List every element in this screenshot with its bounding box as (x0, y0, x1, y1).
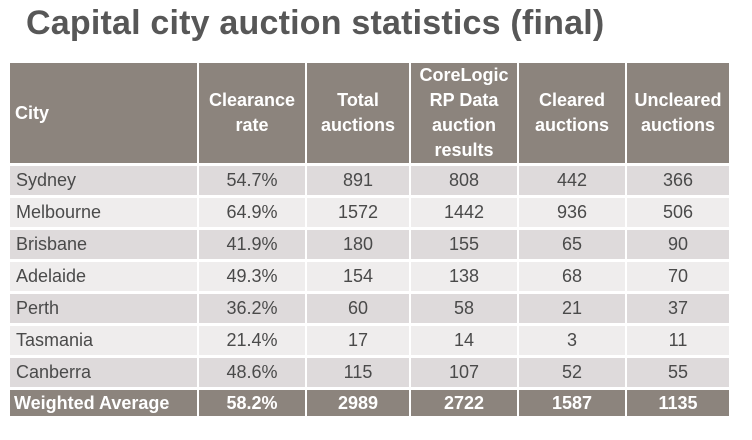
cell-auction-results: 14 (411, 326, 517, 355)
cell-total-auctions: 60 (307, 294, 409, 323)
cell-city: Tasmania (10, 326, 197, 355)
cell-clearance-rate: 21.4% (199, 326, 305, 355)
weighted-average-row: Weighted Average 58.2% 2989 2722 1587 11… (10, 390, 729, 416)
cell-total-auctions: 891 (307, 166, 409, 195)
table-row: Sydney 54.7% 891 808 442 366 (10, 166, 729, 195)
cell-auction-results: 1442 (411, 198, 517, 227)
cell-total-auctions: 154 (307, 262, 409, 291)
cell-auction-results: 107 (411, 358, 517, 387)
table-row: Perth 36.2% 60 58 21 37 (10, 294, 729, 323)
cell-clearance-rate: 64.9% (199, 198, 305, 227)
table-row: Melbourne 64.9% 1572 1442 936 506 (10, 198, 729, 227)
cell-cleared: 68 (519, 262, 625, 291)
cell-uncleared: 55 (627, 358, 729, 387)
cell-total-auctions: 17 (307, 326, 409, 355)
cell-uncleared: 1135 (627, 390, 729, 416)
table-row: Brisbane 41.9% 180 155 65 90 (10, 230, 729, 259)
cell-cleared: 1587 (519, 390, 625, 416)
cell-auction-results: 808 (411, 166, 517, 195)
cell-city: Weighted Average (10, 390, 197, 416)
cell-city: Canberra (10, 358, 197, 387)
header-clearance-rate: Clearance rate (199, 63, 305, 163)
header-cleared-auctions: Cleared auctions (519, 63, 625, 163)
cell-cleared: 3 (519, 326, 625, 355)
cell-cleared: 52 (519, 358, 625, 387)
cell-auction-results: 58 (411, 294, 517, 323)
cell-auction-results: 138 (411, 262, 517, 291)
cell-cleared: 936 (519, 198, 625, 227)
cell-clearance-rate: 48.6% (199, 358, 305, 387)
table-row: Adelaide 49.3% 154 138 68 70 (10, 262, 729, 291)
table-row: Canberra 48.6% 115 107 52 55 (10, 358, 729, 387)
cell-total-auctions: 1572 (307, 198, 409, 227)
header-total-auctions: Total auctions (307, 63, 409, 163)
auction-stats-table: City Clearance rate Total auctions CoreL… (8, 60, 731, 419)
cell-city: Brisbane (10, 230, 197, 259)
cell-uncleared: 366 (627, 166, 729, 195)
cell-auction-results: 155 (411, 230, 517, 259)
cell-city: Sydney (10, 166, 197, 195)
cell-city: Adelaide (10, 262, 197, 291)
cell-city: Melbourne (10, 198, 197, 227)
cell-clearance-rate: 58.2% (199, 390, 305, 416)
cell-cleared: 442 (519, 166, 625, 195)
cell-cleared: 65 (519, 230, 625, 259)
cell-clearance-rate: 49.3% (199, 262, 305, 291)
cell-total-auctions: 180 (307, 230, 409, 259)
cell-city: Perth (10, 294, 197, 323)
cell-uncleared: 506 (627, 198, 729, 227)
header-corelogic-results: CoreLogic RP Data auction results (411, 63, 517, 163)
cell-cleared: 21 (519, 294, 625, 323)
cell-uncleared: 90 (627, 230, 729, 259)
header-city: City (10, 63, 197, 163)
page-title: Capital city auction statistics (final) (26, 4, 605, 42)
cell-clearance-rate: 54.7% (199, 166, 305, 195)
table-header-row: City Clearance rate Total auctions CoreL… (10, 63, 729, 163)
cell-uncleared: 70 (627, 262, 729, 291)
cell-uncleared: 11 (627, 326, 729, 355)
header-uncleared-auctions: Uncleared auctions (627, 63, 729, 163)
cell-clearance-rate: 41.9% (199, 230, 305, 259)
cell-total-auctions: 115 (307, 358, 409, 387)
cell-auction-results: 2722 (411, 390, 517, 416)
table-row: Tasmania 21.4% 17 14 3 11 (10, 326, 729, 355)
cell-uncleared: 37 (627, 294, 729, 323)
cell-clearance-rate: 36.2% (199, 294, 305, 323)
cell-total-auctions: 2989 (307, 390, 409, 416)
